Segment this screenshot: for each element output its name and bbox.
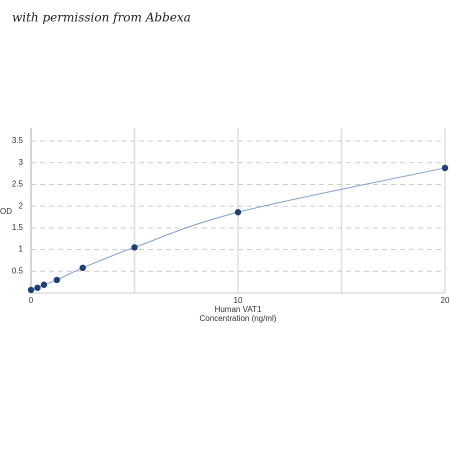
data-point [234,209,242,216]
y-tick-label: 3.5 [12,136,24,145]
y-axis-label: OD [0,207,12,216]
x-tick-label: 0 [29,296,34,305]
data-point [79,264,86,272]
x-tick-label: 20 [441,296,450,305]
watermark: with permission from Abbexa [12,11,191,25]
data-point [53,276,61,284]
y-tick-label: 1 [19,245,24,254]
y-tick-label: 1.5 [12,223,24,232]
x-axis-label: Human VAT1 [215,305,262,314]
data-point [441,164,449,172]
y-tick-label: 2 [19,201,24,210]
y-tick-label: 3 [19,158,24,167]
x-axis-label: Concentration (ng/ml) [200,314,277,323]
data-point [34,284,41,291]
data-point [131,244,138,251]
data-point [40,281,48,288]
y-tick-label: 0.5 [12,266,24,275]
y-tick-label: 2.5 [12,180,24,189]
data-point [27,286,35,294]
x-tick-label: 10 [234,296,243,305]
